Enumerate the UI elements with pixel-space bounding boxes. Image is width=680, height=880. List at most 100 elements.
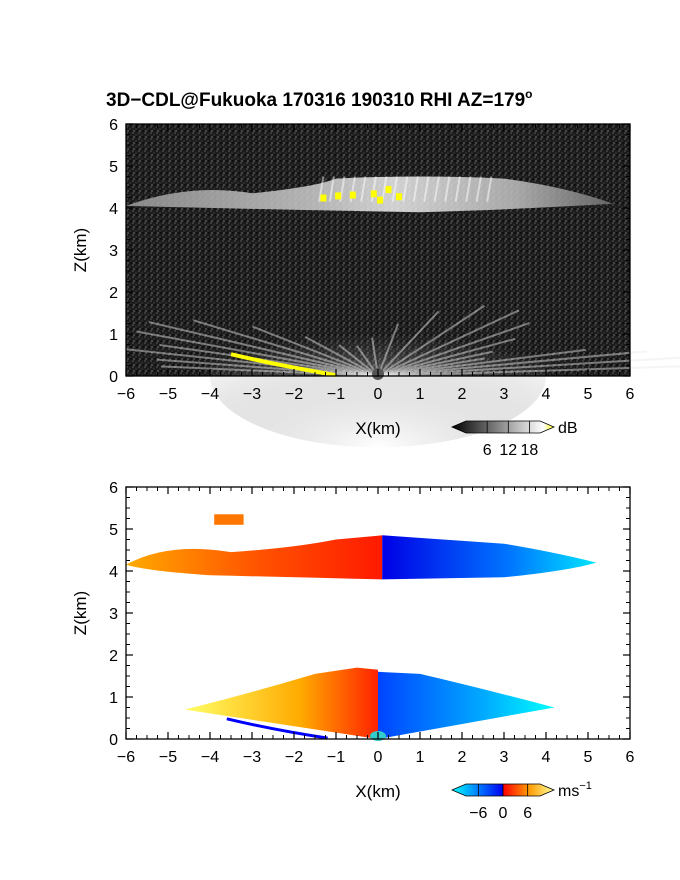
strong-echo-cell [349, 191, 356, 199]
y-tick-label: 6 [109, 117, 118, 134]
beam-ray [377, 350, 647, 377]
x-tick-label: 6 [626, 386, 635, 403]
x-tick-label: −5 [159, 749, 177, 766]
beam-ray [252, 325, 379, 377]
beam-ray [136, 330, 379, 377]
beam-ray [338, 344, 379, 377]
cloud-streak [360, 176, 367, 202]
velocity-colorbar-unit: ms−1 [558, 780, 592, 800]
beam-ray [148, 321, 379, 377]
x-tick-label: 4 [542, 749, 551, 766]
cloud-streak [412, 176, 419, 202]
figure-title: 3D−CDL@Fukuoka 170316 190310 RHI AZ=179o [106, 87, 533, 111]
y-tick-label: 3 [109, 243, 118, 260]
beam-ray [193, 319, 379, 377]
cloud-streak [328, 176, 335, 202]
beam-ray [377, 309, 520, 377]
x-tick-label: −1 [327, 386, 345, 403]
near-ground-negative [378, 671, 555, 739]
reflectivity-colorbar-unit: dB [558, 420, 578, 437]
beam-ray [377, 348, 586, 377]
x-tick-label: 0 [374, 749, 383, 766]
y-tick-label: 3 [109, 606, 118, 623]
velocity-colorbar: −6 0 6 ms−1 [450, 780, 592, 822]
cloud-streak [444, 176, 451, 202]
strong-echo-cell [396, 193, 402, 201]
colorbar-tick-label: 0 [499, 805, 508, 822]
colorbar-tick-label: 12 [499, 442, 517, 459]
beam-ray [377, 357, 486, 377]
strong-echo-cell [385, 186, 392, 194]
colorbar-tick-label: 6 [483, 442, 492, 459]
velocity-xlabel: X(km) [355, 782, 400, 801]
x-tick-label: −3 [243, 386, 261, 403]
x-tick-label: −5 [159, 386, 177, 403]
strong-echo-ground [230, 352, 337, 378]
beam-ray [377, 323, 399, 377]
x-tick-label: 4 [542, 386, 551, 403]
colorbar-tick-label: −6 [469, 805, 487, 822]
y-tick-label: 5 [109, 522, 118, 539]
beam-ray [377, 356, 680, 377]
x-tick-label: −4 [201, 749, 219, 766]
colorbar-tick-label: 6 [523, 805, 532, 822]
x-tick-label: 0 [374, 386, 383, 403]
y-tick-label: 2 [109, 285, 118, 302]
x-tick-label: −1 [327, 749, 345, 766]
cloud-streak [391, 176, 398, 202]
strong-echo-cell [370, 190, 377, 198]
cloud-streak [454, 176, 461, 202]
x-tick-label: −2 [285, 386, 303, 403]
x-tick-label: −6 [117, 749, 135, 766]
x-tick-label: −2 [285, 749, 303, 766]
reflectivity-colorbar-bar [450, 420, 556, 434]
y-tick-label: 5 [109, 159, 118, 176]
y-tick-label: 0 [109, 369, 118, 386]
beam-ray [156, 358, 379, 377]
cloud-streak [370, 176, 377, 202]
beam-ray [160, 365, 379, 377]
x-tick-label: 5 [584, 386, 593, 403]
y-tick-label: 4 [109, 201, 118, 218]
reflectivity-axes: −6 −5 −4 −3 −2 −1 0 1 2 3 4 5 6 0 1 2 3 4 5 6 [109, 117, 634, 403]
x-tick-label: 1 [416, 749, 425, 766]
strong-echo-cell [377, 196, 384, 204]
y-tick-label: 1 [109, 690, 118, 707]
x-tick-label: 2 [458, 749, 467, 766]
strong-echo-cell [335, 192, 342, 200]
beam-ray [377, 322, 530, 377]
y-tick-label: 0 [109, 732, 118, 749]
cloud-streak [475, 176, 482, 202]
beam-ray [304, 336, 379, 377]
cloud-streak [433, 176, 440, 202]
y-tick-label: 6 [109, 480, 118, 497]
velocity-axes: −6 −5 −4 −3 −2 −1 0 1 2 3 4 5 6 0 1 2 3 4 5 6 [109, 480, 634, 766]
cloud-streak [465, 176, 472, 202]
y-tick-label: 4 [109, 564, 118, 581]
colorbar-tick-label: 18 [521, 442, 539, 459]
reflectivity-ylabel: Z(km) [71, 228, 90, 272]
reflectivity-colorbar: 6 12 18 dB [450, 420, 578, 459]
cloud-layer-negative [382, 535, 597, 580]
beam-ray [377, 310, 440, 377]
strong-echo-cell [320, 194, 327, 202]
reflectivity-xlabel: X(km) [355, 419, 400, 438]
cloud-streak [402, 176, 409, 202]
velocity-echoes [126, 514, 597, 741]
x-tick-label: −3 [243, 749, 261, 766]
x-tick-label: −4 [201, 386, 219, 403]
cloud-streak [423, 176, 430, 202]
near-ground-positive [184, 667, 378, 739]
beam-ray [377, 304, 485, 377]
y-tick-label: 2 [109, 648, 118, 665]
velocity-ylabel: Z(km) [71, 591, 90, 635]
beam-ray [377, 337, 516, 377]
beam-ray [377, 365, 680, 377]
ground-clutter-edge [226, 717, 328, 740]
x-tick-label: 3 [500, 386, 509, 403]
velocity-patch [214, 514, 244, 525]
x-tick-label: 1 [416, 386, 425, 403]
x-tick-label: 3 [500, 749, 509, 766]
cloud-streak [486, 176, 493, 202]
